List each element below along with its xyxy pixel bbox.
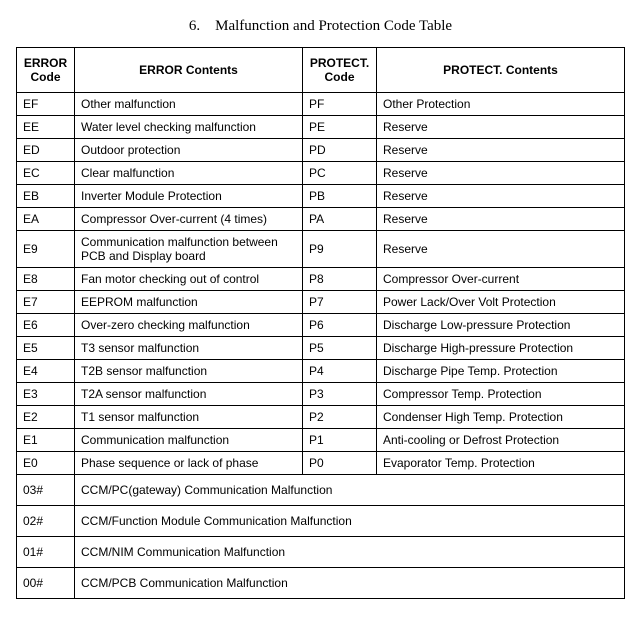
cell-protect-content: Reserve [377, 139, 625, 162]
table-span-row: 00#CCM/PCB Communication Malfunction [17, 568, 625, 599]
cell-span-content: CCM/PC(gateway) Communication Malfunctio… [75, 475, 625, 506]
cell-error-content: Other malfunction [75, 93, 303, 116]
cell-protect-content: Reserve [377, 208, 625, 231]
cell-error-code: E9 [17, 231, 75, 268]
cell-error-content: Communication malfunction between PCB an… [75, 231, 303, 268]
cell-span-content: CCM/Function Module Communication Malfun… [75, 506, 625, 537]
table-row: ECClear malfunctionPCReserve [17, 162, 625, 185]
cell-error-content: Fan motor checking out of control [75, 268, 303, 291]
cell-error-content: T2B sensor malfunction [75, 360, 303, 383]
cell-error-code: EB [17, 185, 75, 208]
cell-protect-content: Reserve [377, 116, 625, 139]
table-row: EDOutdoor protectionPDReserve [17, 139, 625, 162]
cell-error-content: Water level checking malfunction [75, 116, 303, 139]
cell-error-code: E1 [17, 429, 75, 452]
cell-error-content: Inverter Module Protection [75, 185, 303, 208]
cell-error-code: E2 [17, 406, 75, 429]
table-row: E3T2A sensor malfunctionP3Compressor Tem… [17, 383, 625, 406]
cell-span-code: 02# [17, 506, 75, 537]
cell-span-code: 03# [17, 475, 75, 506]
table-row: EEWater level checking malfunctionPERese… [17, 116, 625, 139]
cell-error-content: Communication malfunction [75, 429, 303, 452]
table-span-row: 01#CCM/NIM Communication Malfunction [17, 537, 625, 568]
table-row: E5T3 sensor malfunctionP5Discharge High-… [17, 337, 625, 360]
cell-protect-content: Power Lack/Over Volt Protection [377, 291, 625, 314]
cell-error-content: T3 sensor malfunction [75, 337, 303, 360]
cell-protect-code: P7 [303, 291, 377, 314]
cell-protect-code: P6 [303, 314, 377, 337]
table-span-row: 02#CCM/Function Module Communication Mal… [17, 506, 625, 537]
cell-protect-code: P1 [303, 429, 377, 452]
cell-error-code: E7 [17, 291, 75, 314]
table-row: E4T2B sensor malfunctionP4Discharge Pipe… [17, 360, 625, 383]
cell-protect-content: Reserve [377, 231, 625, 268]
cell-protect-code: PA [303, 208, 377, 231]
cell-protect-content: Reserve [377, 162, 625, 185]
table-header-row: ERROR Code ERROR Contents PROTECT. Code … [17, 48, 625, 93]
table-row: E6Over-zero checking malfunctionP6Discha… [17, 314, 625, 337]
cell-protect-content: Compressor Temp. Protection [377, 383, 625, 406]
cell-protect-content: Compressor Over-current [377, 268, 625, 291]
header-error-code: ERROR Code [17, 48, 75, 93]
cell-error-code: E4 [17, 360, 75, 383]
cell-error-code: E5 [17, 337, 75, 360]
cell-protect-code: PD [303, 139, 377, 162]
table-row: E1Communication malfunctionP1Anti-coolin… [17, 429, 625, 452]
table-row: E0Phase sequence or lack of phaseP0Evapo… [17, 452, 625, 475]
page-title: 6. Malfunction and Protection Code Table [16, 18, 625, 35]
cell-error-code: E0 [17, 452, 75, 475]
code-table: ERROR Code ERROR Contents PROTECT. Code … [16, 47, 625, 599]
table-row: E2T1 sensor malfunctionP2Condenser High … [17, 406, 625, 429]
cell-error-content: Outdoor protection [75, 139, 303, 162]
cell-protect-content: Anti-cooling or Defrost Protection [377, 429, 625, 452]
cell-error-code: EE [17, 116, 75, 139]
cell-error-content: Phase sequence or lack of phase [75, 452, 303, 475]
cell-protect-code: P3 [303, 383, 377, 406]
table-row: E7EEPROM malfunctionP7Power Lack/Over Vo… [17, 291, 625, 314]
table-row: E8Fan motor checking out of controlP8Com… [17, 268, 625, 291]
cell-protect-content: Evaporator Temp. Protection [377, 452, 625, 475]
cell-protect-code: P0 [303, 452, 377, 475]
table-row: EBInverter Module ProtectionPBReserve [17, 185, 625, 208]
cell-error-code: E6 [17, 314, 75, 337]
cell-protect-code: P2 [303, 406, 377, 429]
cell-protect-content: Discharge High-pressure Protection [377, 337, 625, 360]
cell-protect-code: PF [303, 93, 377, 116]
cell-protect-content: Reserve [377, 185, 625, 208]
cell-protect-code: PB [303, 185, 377, 208]
cell-protect-content: Discharge Pipe Temp. Protection [377, 360, 625, 383]
header-protect-contents: PROTECT. Contents [377, 48, 625, 93]
cell-protect-code: P9 [303, 231, 377, 268]
cell-error-content: Clear malfunction [75, 162, 303, 185]
cell-error-code: ED [17, 139, 75, 162]
cell-protect-code: P4 [303, 360, 377, 383]
cell-span-code: 00# [17, 568, 75, 599]
cell-protect-code: PC [303, 162, 377, 185]
cell-error-code: EC [17, 162, 75, 185]
cell-protect-code: P5 [303, 337, 377, 360]
cell-error-code: E8 [17, 268, 75, 291]
table-row: E9Communication malfunction between PCB … [17, 231, 625, 268]
cell-protect-code: P8 [303, 268, 377, 291]
cell-protect-code: PE [303, 116, 377, 139]
cell-protect-content: Condenser High Temp. Protection [377, 406, 625, 429]
cell-error-code: E3 [17, 383, 75, 406]
header-error-contents: ERROR Contents [75, 48, 303, 93]
cell-error-content: EEPROM malfunction [75, 291, 303, 314]
cell-span-content: CCM/PCB Communication Malfunction [75, 568, 625, 599]
cell-error-content: Compressor Over-current (4 times) [75, 208, 303, 231]
cell-error-content: T2A sensor malfunction [75, 383, 303, 406]
cell-protect-content: Other Protection [377, 93, 625, 116]
table-row: EFOther malfunctionPFOther Protection [17, 93, 625, 116]
cell-error-content: T1 sensor malfunction [75, 406, 303, 429]
cell-error-code: EA [17, 208, 75, 231]
cell-protect-content: Discharge Low-pressure Protection [377, 314, 625, 337]
cell-error-code: EF [17, 93, 75, 116]
header-protect-code: PROTECT. Code [303, 48, 377, 93]
cell-span-code: 01# [17, 537, 75, 568]
table-row: EACompressor Over-current (4 times)PARes… [17, 208, 625, 231]
cell-span-content: CCM/NIM Communication Malfunction [75, 537, 625, 568]
table-span-row: 03#CCM/PC(gateway) Communication Malfunc… [17, 475, 625, 506]
cell-error-content: Over-zero checking malfunction [75, 314, 303, 337]
